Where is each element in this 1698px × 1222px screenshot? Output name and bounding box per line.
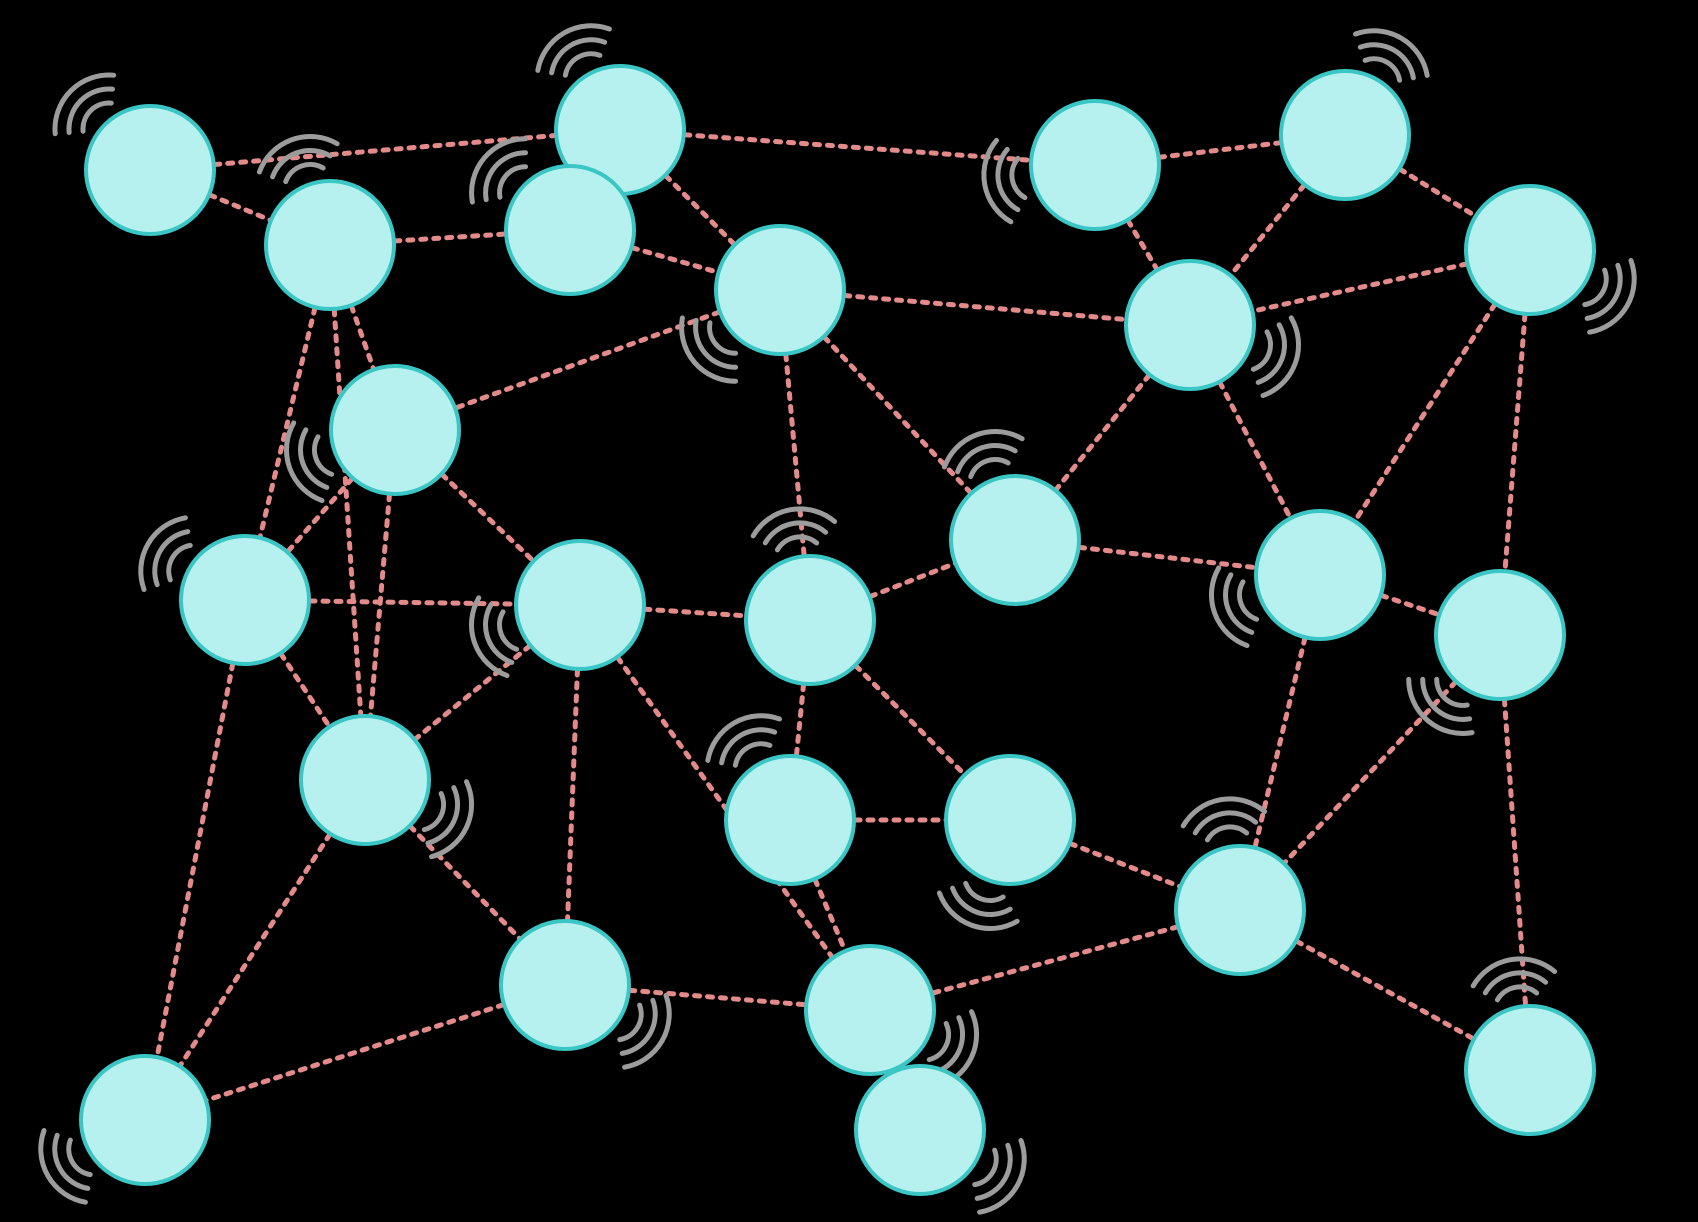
node-circle (856, 1066, 984, 1194)
node-circle (806, 946, 934, 1074)
node-circle (506, 166, 634, 294)
node-circle (1256, 511, 1384, 639)
node-circle (716, 226, 844, 354)
node-circle (81, 1056, 209, 1184)
mesh-network-diagram (0, 0, 1698, 1222)
node-circle (951, 476, 1079, 604)
node-circle (1281, 71, 1409, 199)
node-circle (1126, 261, 1254, 389)
node-circle (86, 106, 214, 234)
node-circle (1466, 186, 1594, 314)
node-circle (301, 716, 429, 844)
node-circle (1436, 571, 1564, 699)
node-circle (1176, 846, 1304, 974)
node-circle (1031, 101, 1159, 229)
node-circle (331, 366, 459, 494)
node-circle (516, 541, 644, 669)
node-circle (181, 536, 309, 664)
node-circle (501, 921, 629, 1049)
node-circle (266, 181, 394, 309)
node-circle (726, 756, 854, 884)
node-circle (746, 556, 874, 684)
node-circle (946, 756, 1074, 884)
node-circle (1466, 1006, 1594, 1134)
